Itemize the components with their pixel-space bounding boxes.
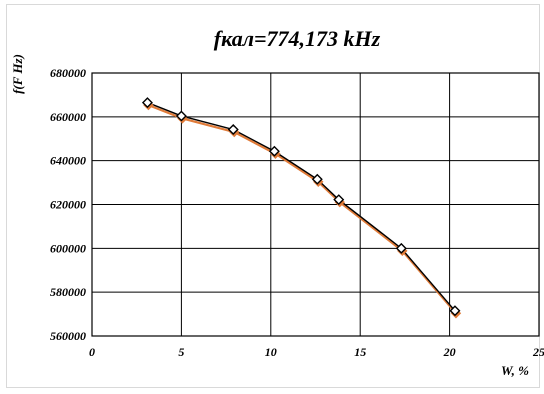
data-point-marker [227, 124, 240, 138]
plot-area-border [91, 72, 540, 337]
x-tick-label: 20 [443, 345, 456, 359]
y-tick-label: 660000 [50, 110, 86, 124]
y-axis-ticks: 560000 580000 600000 620000 640000 660000 6800… [50, 66, 86, 343]
x-tick-label: 25 [532, 345, 544, 359]
data-point-marker [311, 173, 324, 188]
x-axis-ticks: 0 5 10 15 20 25 [89, 345, 544, 359]
y-tick-label: 680000 [50, 66, 86, 80]
x-tick-label: 0 [89, 345, 95, 359]
y-tick-label: 600000 [50, 241, 86, 255]
x-tick-label: 10 [265, 345, 277, 359]
series [141, 97, 462, 319]
series-shadow-line [148, 104, 457, 315]
data-point-marker [175, 110, 188, 124]
data-point-marker [333, 194, 345, 208]
grid [91, 72, 540, 337]
data-point-marker [141, 97, 154, 111]
x-tick-label: 15 [354, 345, 366, 359]
y-axis-label: f(F Hz) [10, 54, 25, 94]
y-tick-label: 620000 [50, 198, 86, 212]
data-point-marker [268, 145, 281, 159]
y-tick-label: 580000 [50, 285, 86, 299]
y-tick-label: 640000 [50, 154, 86, 168]
chart-title: fкал=774,173 kHz [214, 26, 381, 51]
x-axis-label: W, % [501, 363, 529, 378]
x-tick-label: 5 [178, 345, 184, 359]
data-point-marker [395, 242, 408, 257]
y-tick-label: 560000 [50, 329, 86, 343]
chart-frame [6, 4, 540, 388]
series-line [147, 101, 456, 312]
data-point-marker [449, 305, 462, 319]
